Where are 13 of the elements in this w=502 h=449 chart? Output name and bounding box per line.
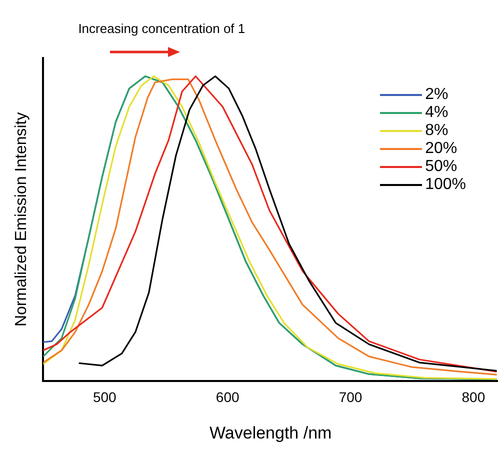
x-tick-label: 700 <box>338 389 362 406</box>
x-tick-label: 800 <box>462 389 486 406</box>
legend-label: 100% <box>425 176 466 194</box>
legend-label: 20% <box>425 140 458 158</box>
x-axis-title: Wavelength /nm <box>209 423 332 442</box>
legend-label: 2% <box>425 86 448 104</box>
text: Increasing concentration of 1 <box>78 21 246 36</box>
legend-label: 50% <box>425 158 458 176</box>
legend-label: 4% <box>425 104 448 122</box>
x-tick-label: 600 <box>216 389 240 406</box>
y-axis-title: Normalized Emission Intensity <box>13 112 30 327</box>
x-tick-label: 500 <box>92 389 117 406</box>
legend-label: 8% <box>425 122 448 140</box>
